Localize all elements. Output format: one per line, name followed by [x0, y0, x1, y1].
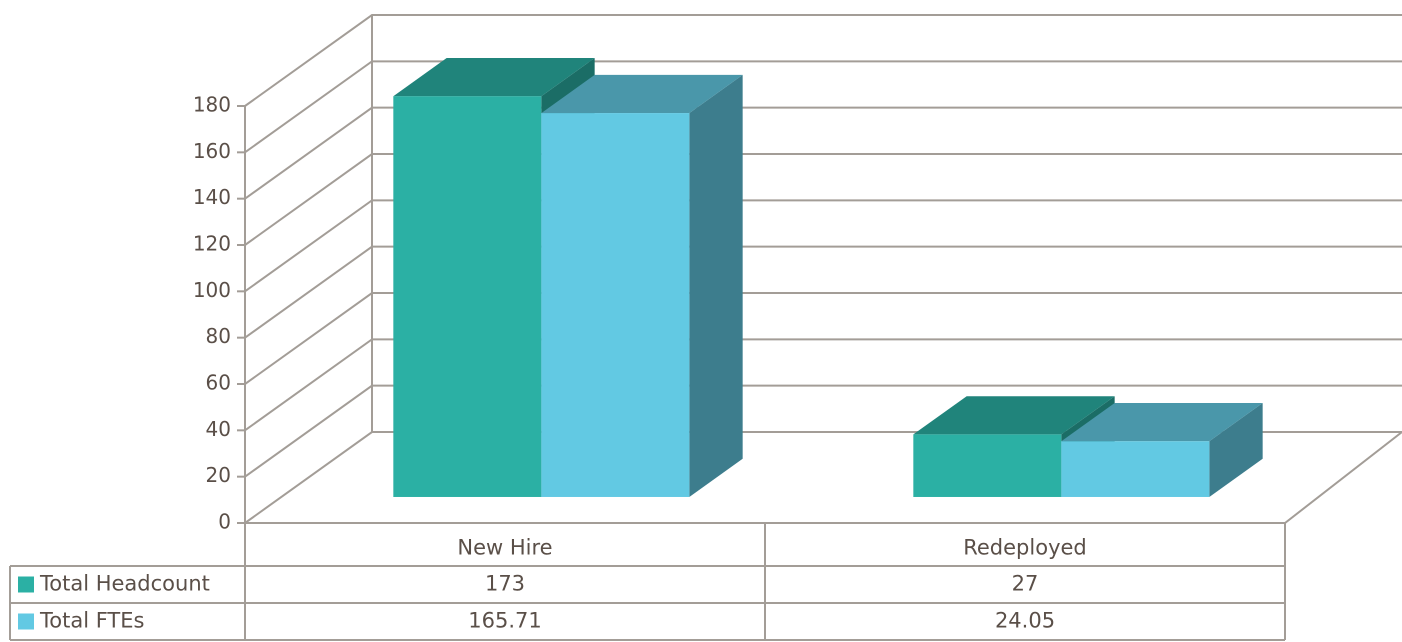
bar-front [913, 434, 1062, 497]
y-tick-label: 40 [206, 417, 231, 441]
bar-top [393, 57, 595, 97]
legend-key [18, 613, 34, 630]
table-value: 24.05 [995, 609, 1055, 633]
grid-line [244, 153, 1402, 246]
bar-side [1209, 403, 1263, 497]
table-value: 173 [485, 572, 525, 596]
y-tick-label: 20 [206, 463, 231, 487]
grid-line [244, 60, 1402, 154]
bar-front [1061, 441, 1210, 497]
y-tick-label: 180 [193, 93, 231, 117]
y-tick-label: 140 [193, 185, 231, 209]
bar [541, 74, 743, 497]
bar-top [1061, 403, 1263, 442]
legend-label: Total Headcount [39, 572, 210, 596]
grid-line [244, 14, 1402, 107]
grid-line [244, 384, 1402, 478]
y-tick-label: 60 [206, 371, 231, 395]
bar-front [541, 113, 690, 497]
bar-top [913, 396, 1115, 435]
legend-key [18, 576, 34, 593]
y-tick-label: 100 [193, 278, 231, 302]
y-tick-label: 80 [206, 324, 231, 348]
table-value: 27 [1012, 572, 1039, 596]
grid-line [244, 338, 1402, 432]
y-tick-label: 160 [193, 139, 231, 163]
bar-top [541, 74, 743, 114]
grid-line [244, 199, 1402, 293]
y-tick-label: 120 [193, 232, 231, 256]
x-tick-label: New Hire [457, 536, 552, 560]
bar-side [689, 74, 743, 497]
x-tick-label: Redeployed [963, 536, 1087, 560]
bar-front [393, 96, 542, 497]
grid-line [244, 106, 1402, 200]
table-value: 165.71 [468, 609, 541, 633]
y-tick-label: 0 [218, 510, 231, 534]
grid-line [244, 292, 1402, 385]
bar [1061, 403, 1263, 497]
legend-label: Total FTEs [39, 609, 144, 633]
grid-line [244, 245, 1402, 339]
